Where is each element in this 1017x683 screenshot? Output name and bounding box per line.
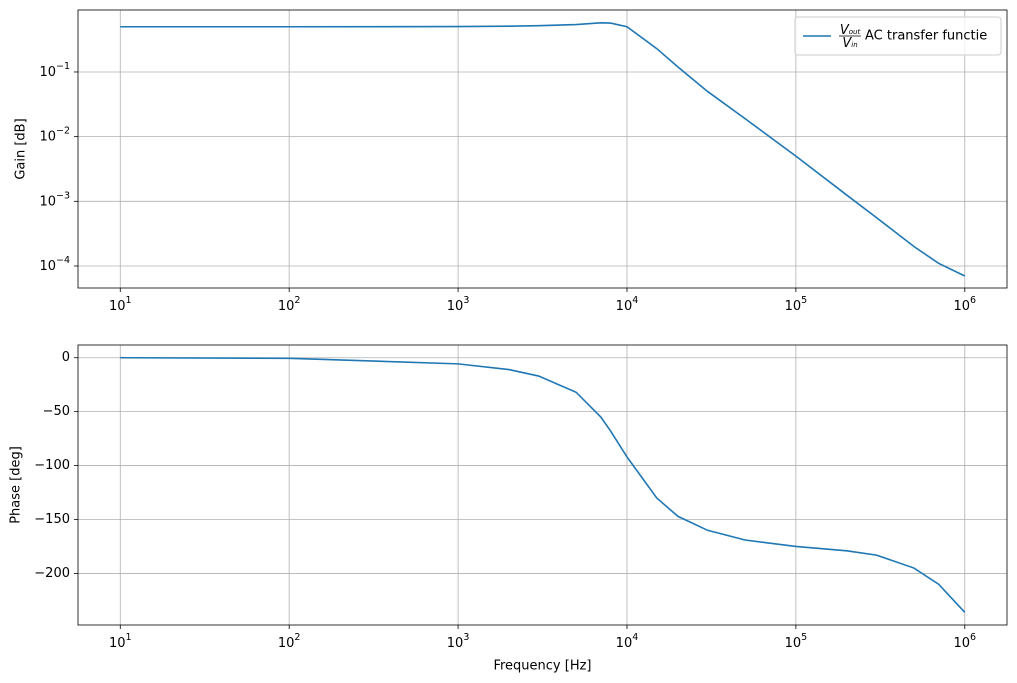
tick-base: 10 (39, 129, 56, 144)
y-tick-label: 10−4 (39, 255, 70, 274)
tick-base: 10 (447, 299, 464, 314)
y-axis-label: Gain [dB] (14, 118, 29, 179)
tick-exponent: 1 (126, 295, 132, 306)
x-tick-label: 103 (447, 295, 470, 314)
tick-exponent: 4 (632, 295, 638, 306)
x-tick-label: 104 (616, 295, 639, 314)
frac-sub: out (849, 28, 861, 36)
y-tick-label: 10−2 (39, 125, 70, 144)
tick-base: 10 (785, 299, 802, 314)
x-axis-label: Frequency [Hz] (493, 659, 591, 674)
legend-label: AC transfer functie (865, 29, 987, 44)
legend-denominator: Vin (842, 36, 857, 51)
tick-exponent: 3 (463, 632, 469, 643)
tick-exponent: −1 (56, 60, 70, 71)
legend-box (794, 16, 1002, 56)
tick-exponent: −2 (56, 125, 70, 136)
tick-base: 10 (447, 636, 464, 651)
frac-base: V (842, 36, 852, 51)
tick-base: 10 (109, 299, 126, 314)
tick-exponent: −4 (56, 255, 70, 266)
tick-exponent: 2 (294, 295, 300, 306)
data-line (120, 22, 966, 277)
tick-base: 10 (785, 636, 802, 651)
y-tick-label: −50 (43, 404, 70, 419)
x-tick-label: 104 (616, 632, 639, 651)
axes-frame (77, 9, 1008, 289)
x-tick-label: 102 (278, 295, 301, 314)
axes-frame (77, 344, 1008, 626)
tick-base: 10 (278, 636, 295, 651)
tick-exponent: 4 (632, 632, 638, 643)
x-tick-label: 101 (109, 632, 132, 651)
frac-sub: in (851, 41, 857, 49)
tick-base: 10 (953, 636, 970, 651)
tick-base: 10 (278, 299, 295, 314)
tick-exponent: 1 (126, 632, 132, 643)
y-tick-label: −100 (34, 458, 70, 473)
x-tick-label: 106 (953, 632, 976, 651)
tick-base: 10 (953, 299, 970, 314)
tick-base: 10 (39, 64, 56, 79)
tick-exponent: −3 (56, 190, 70, 201)
tick-base: 10 (39, 259, 56, 274)
tick-exponent: 6 (970, 632, 976, 643)
x-tick-label: 102 (278, 632, 301, 651)
tick-base: 10 (109, 636, 126, 651)
y-tick-label: 10−1 (39, 60, 70, 79)
y-tick-label: 10−3 (39, 190, 70, 209)
tick-exponent: 3 (463, 295, 469, 306)
y-tick-label: −200 (34, 566, 70, 581)
tick-base: 10 (616, 299, 633, 314)
y-tick-label: −150 (34, 512, 70, 527)
tick-exponent: 6 (970, 295, 976, 306)
x-tick-label: 101 (109, 295, 132, 314)
y-tick-label: 0 (62, 350, 70, 365)
x-tick-label: 106 (953, 295, 976, 314)
x-tick-label: 105 (785, 295, 808, 314)
y-axis-label: Phase [deg] (9, 446, 24, 524)
tick-exponent: 5 (801, 632, 807, 643)
tick-exponent: 2 (294, 632, 300, 643)
tick-base: 10 (39, 194, 56, 209)
x-tick-label: 103 (447, 632, 470, 651)
data-line (120, 356, 966, 613)
legend-numerator: Vout (840, 23, 861, 38)
tick-base: 10 (616, 636, 633, 651)
frac-base: V (840, 23, 850, 38)
x-tick-label: 105 (785, 632, 808, 651)
tick-exponent: 5 (801, 295, 807, 306)
